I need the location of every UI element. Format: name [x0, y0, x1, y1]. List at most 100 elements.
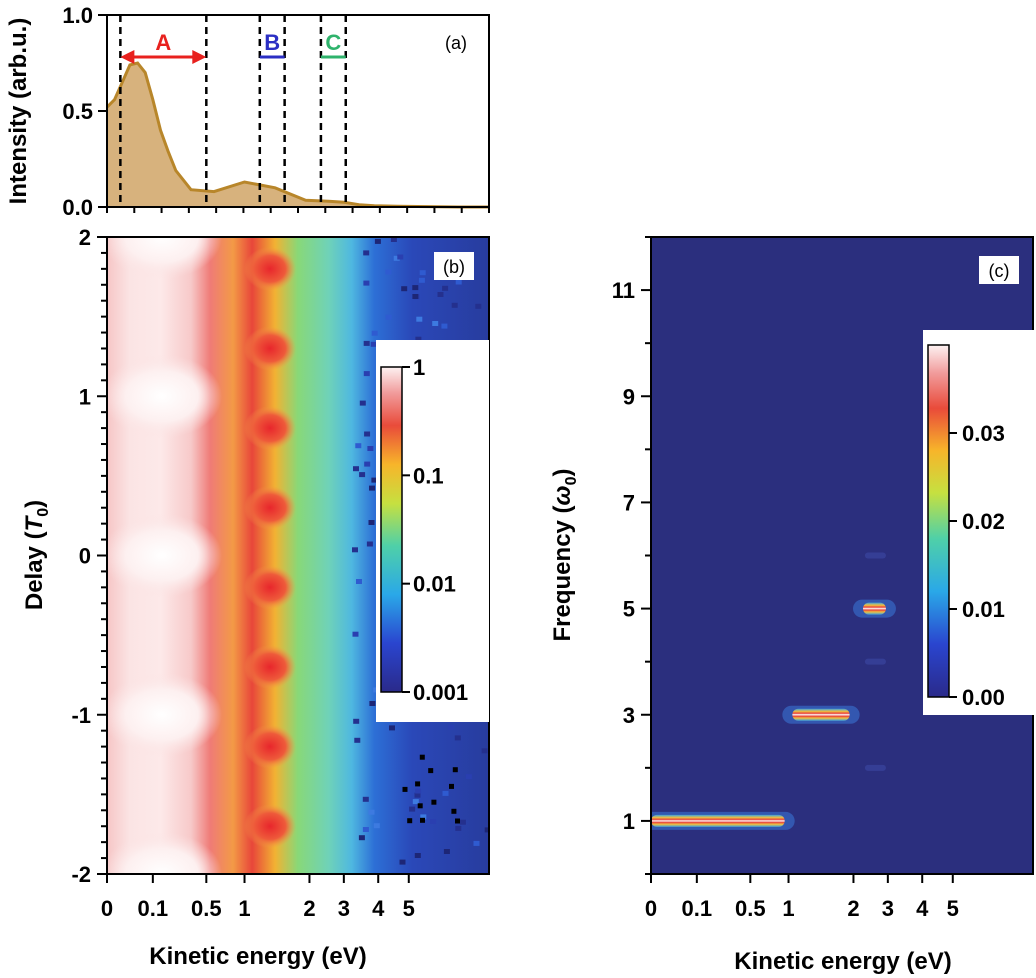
- delay-map-oscillation-dot: [244, 804, 296, 849]
- panel-a-ytick-label: 0.5: [62, 99, 93, 124]
- panel-b-xtick-label: 1: [238, 896, 250, 921]
- panel-c-label-box: [979, 256, 1019, 284]
- panel-c-y-ticks: 1 3 5 7 9 11: [612, 236, 651, 875]
- delay-map-noise-pixel: [385, 269, 392, 275]
- delay-map-noise-pixel: [441, 323, 448, 329]
- delay-map-noise-pixel: [389, 725, 395, 731]
- panel-b-ytick-label: 1: [79, 384, 91, 409]
- delay-map-noise-pixel: [481, 748, 488, 754]
- panel-c-ytick-label: 1: [623, 809, 635, 834]
- panel-c-ytick-label: 5: [623, 597, 635, 622]
- delay-map-noise-pixel: [475, 303, 482, 309]
- panel-b-xtick-label: 0.1: [138, 896, 169, 921]
- panel-b-xtick-label: 5: [403, 896, 415, 921]
- delay-map-oscillation-dot: [244, 565, 296, 610]
- delay-map-noise-pixel: [431, 799, 437, 805]
- delay-map-noise-pixel: [373, 823, 380, 829]
- panel-c-ytick-label: 7: [623, 490, 635, 515]
- delay-map-noise-pixel: [448, 724, 454, 730]
- delay-map-noise-pixel: [484, 827, 489, 833]
- delay-map-oscillation-dot: [244, 644, 296, 689]
- delay-map-oscillation-dot: [244, 485, 296, 530]
- delay-map-noise-pixel: [397, 254, 404, 260]
- spectrum-line: [105, 61, 489, 209]
- delay-map-noise-pixel: [366, 541, 373, 547]
- panel-c-x-ticks: 0 0.1 0.5 1 2 3 4 5: [645, 874, 959, 921]
- region-C-label: C: [325, 30, 341, 55]
- panel-c-colorbar-tick-label: 0.03: [962, 421, 1005, 446]
- delay-map-oscillation-dot: [244, 724, 296, 769]
- panel-c-xtick-label: 4: [916, 896, 929, 921]
- panel-b-colorbar-tick-label: 1: [413, 355, 425, 380]
- delay-map-noise-pixel: [465, 774, 472, 780]
- delay-map-noise-pixel: [401, 286, 408, 292]
- delay-map-noise-pixel: [352, 547, 358, 553]
- delay-map-noise-pixel: [419, 270, 426, 276]
- panel-b-ylabel: Delay (T0): [21, 500, 52, 610]
- delay-map-noise-pixel: [390, 237, 397, 242]
- panel-b-colorbar: [380, 366, 403, 693]
- delay-map-white-lobe: [107, 513, 222, 598]
- delay-map-noise-pixel: [442, 790, 449, 796]
- delay-map-noise-pixel: [359, 400, 366, 406]
- panel-b-y-ticks: 2 1 0 -1 -2: [71, 225, 107, 887]
- delay-map-white-lobe: [107, 832, 222, 874]
- panel-c-xtick-label: 5: [947, 896, 959, 921]
- delay-map-noise-pixel: [420, 817, 425, 823]
- delay-map-noise-pixel: [385, 314, 392, 320]
- delay-map-noise-pixel: [368, 809, 375, 815]
- delay-map-noise-pixel: [369, 485, 375, 491]
- panel-c-colorbar-ticks: 0.03 0.02 0.01 0.00: [949, 421, 1005, 710]
- delay-map-oscillation-dot: [244, 246, 296, 291]
- delay-map-noise-pixel: [415, 336, 422, 342]
- region-A-label: A: [155, 30, 171, 55]
- frequency-peak-5: [863, 602, 886, 615]
- delay-map-noise-pixel: [393, 255, 400, 261]
- delay-map-noise-pixel: [415, 781, 421, 787]
- delay-map-noise-pixel: [362, 827, 369, 832]
- delay-map-noise-pixel: [414, 853, 421, 858]
- panel-c-label: (c): [989, 261, 1010, 281]
- delay-map-noise-pixel: [363, 371, 370, 377]
- delay-map-noise-pixel: [452, 767, 458, 773]
- panel-b-label-box: [434, 252, 474, 280]
- delay-map-noise-pixel: [371, 477, 378, 483]
- delay-map-noise-pixel: [454, 735, 461, 741]
- delay-map-noise-pixel: [363, 340, 370, 346]
- panel-c-ytick-label: 9: [623, 384, 635, 409]
- delay-map-noise-pixel: [417, 803, 423, 809]
- delay-map-noise-pixel: [352, 631, 359, 637]
- delay-map-noise-pixel: [355, 443, 362, 449]
- delay-map-oscillations: [107, 237, 296, 874]
- panel-c-xlabel: Kinetic energy (eV): [734, 948, 951, 975]
- panel-c-xtick-label: 0.1: [682, 896, 713, 921]
- delay-map-noise-pixel: [449, 783, 454, 789]
- delay-map-noise-pixel: [374, 238, 381, 244]
- delay-map-noise-pixel: [409, 806, 416, 812]
- delay-map-noise-pixel: [455, 279, 462, 285]
- panel-b-xtick-label: 0: [101, 896, 113, 921]
- region-B-label: B: [264, 30, 280, 55]
- panel-a-label-box: [436, 28, 476, 56]
- delay-map-noise-pixel: [353, 718, 360, 724]
- panel-c-colorbar: [927, 344, 950, 698]
- delay-map-noise-pixel: [364, 431, 371, 437]
- delay-map-noise-pixel: [359, 472, 366, 478]
- delay-map-noise-pixel: [363, 280, 370, 286]
- frequency-faint-harmonic: [864, 658, 886, 665]
- panel-c-xtick-label: 2: [847, 896, 859, 921]
- panel-a-spectrum: A B C 0.0 0.5 1.0 Intensity (arb.u.) (a): [5, 3, 490, 220]
- delay-map-oscillation-dot: [244, 406, 296, 451]
- delay-map-noise-pixel: [369, 701, 376, 706]
- panel-c-ytick-label: 3: [623, 703, 635, 728]
- panel-b-xtick-label: 2: [303, 896, 315, 921]
- delay-map-noise-pixel: [451, 302, 458, 308]
- delay-map-noise-pixel: [430, 819, 437, 824]
- delay-map-noise-pixel: [358, 835, 365, 841]
- panel-a-ylabel: Intensity (arb.u.): [5, 18, 32, 205]
- delay-map-white-lobe: [107, 672, 222, 757]
- delay-map-noise-pixel: [437, 292, 444, 297]
- delay-map-noise-pixel: [473, 840, 480, 846]
- delay-map-noise-pixel: [443, 849, 450, 854]
- delay-map-noise-pixel: [419, 754, 425, 760]
